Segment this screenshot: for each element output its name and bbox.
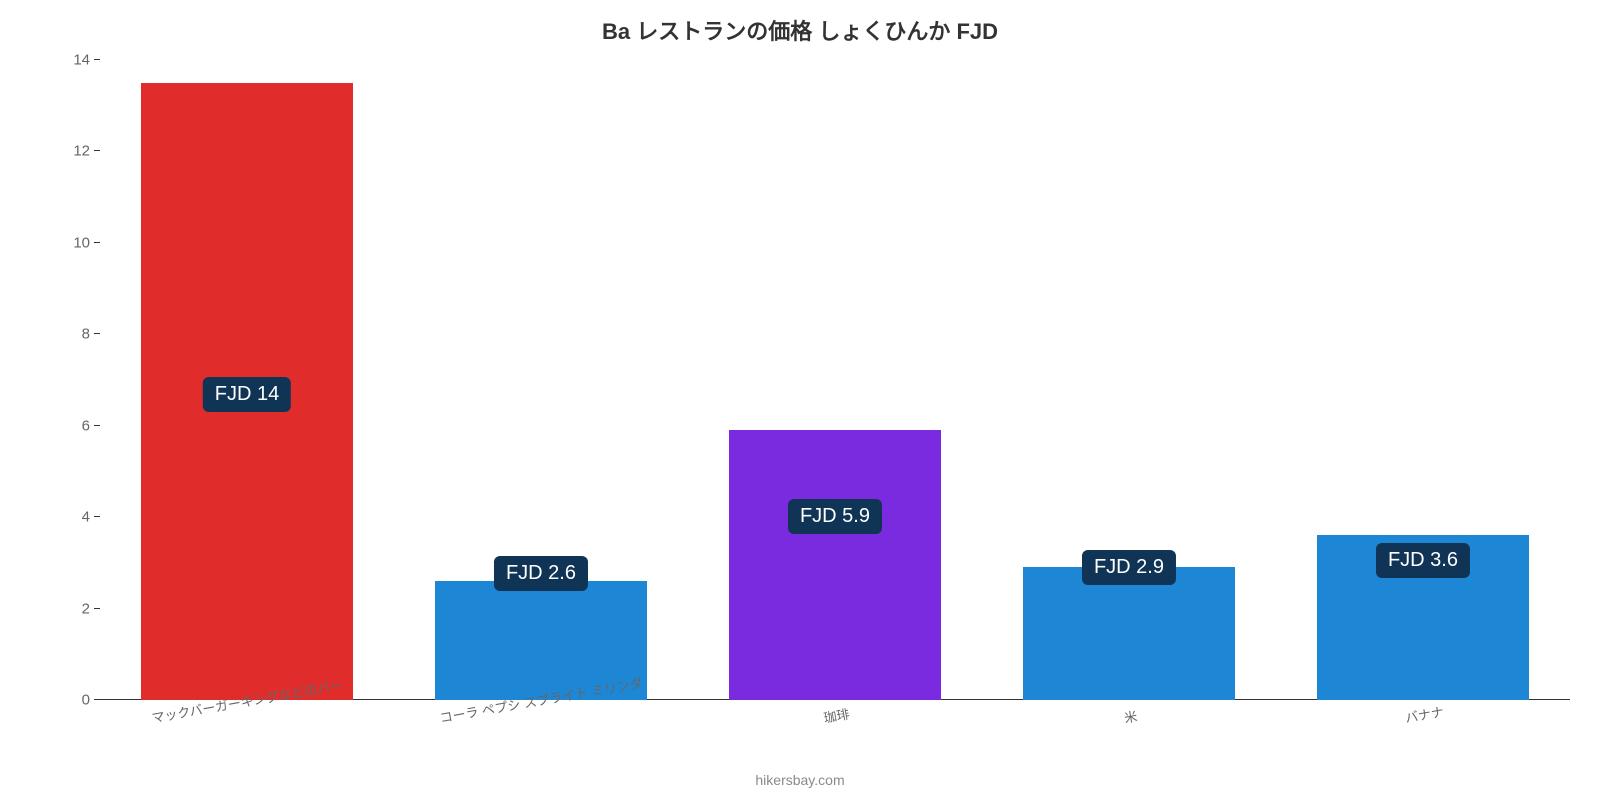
y-tick-mark [94,608,100,609]
y-tick-mark [94,333,100,334]
y-tick-label: 4 [44,509,90,526]
y-tick-label: 12 [44,143,90,160]
chart-title: Ba レストランの価格 しょくひんか FJD [0,14,1600,46]
bar-value-label: FJD 5.9 [788,499,882,534]
y-tick-mark [94,59,100,60]
plot-area: FJD 14FJD 2.6FJD 5.9FJD 2.9FJD 3.6 02468… [100,60,1570,700]
x-tick-label: バナナ [1403,701,1445,726]
price-bar-chart: Ba レストランの価格 しょくひんか FJD FJD 14FJD 2.6FJD … [0,0,1600,800]
y-tick-label: 10 [44,234,90,251]
bar: FJD 3.6 [1317,535,1529,700]
y-tick-mark [94,425,100,426]
y-tick-mark [94,516,100,517]
x-tick-label: 米 [1122,706,1138,727]
y-tick-label: 2 [44,600,90,617]
bar-value-label: FJD 2.6 [494,556,588,591]
y-tick-label: 0 [44,692,90,709]
bar-value-label: FJD 2.9 [1082,550,1176,585]
y-tick-mark [94,242,100,243]
y-tick-mark [94,150,100,151]
bar: FJD 2.9 [1023,567,1235,700]
bar: FJD 14 [141,83,353,700]
bars-layer: FJD 14 FJD 2.6 FJD 5.9 FJD 2.9 FJD 3.6 [100,60,1570,700]
bar: FJD 5.9 [729,430,941,700]
y-tick-label: 14 [44,52,90,69]
attribution-text: hikersbay.com [0,772,1600,788]
bar-value-label: FJD 14 [203,377,291,412]
y-tick-label: 8 [44,326,90,343]
x-tick-label: 珈琲 [822,703,851,726]
bar-value-label: FJD 3.6 [1376,543,1470,578]
y-tick-mark [94,699,100,700]
y-tick-label: 6 [44,417,90,434]
